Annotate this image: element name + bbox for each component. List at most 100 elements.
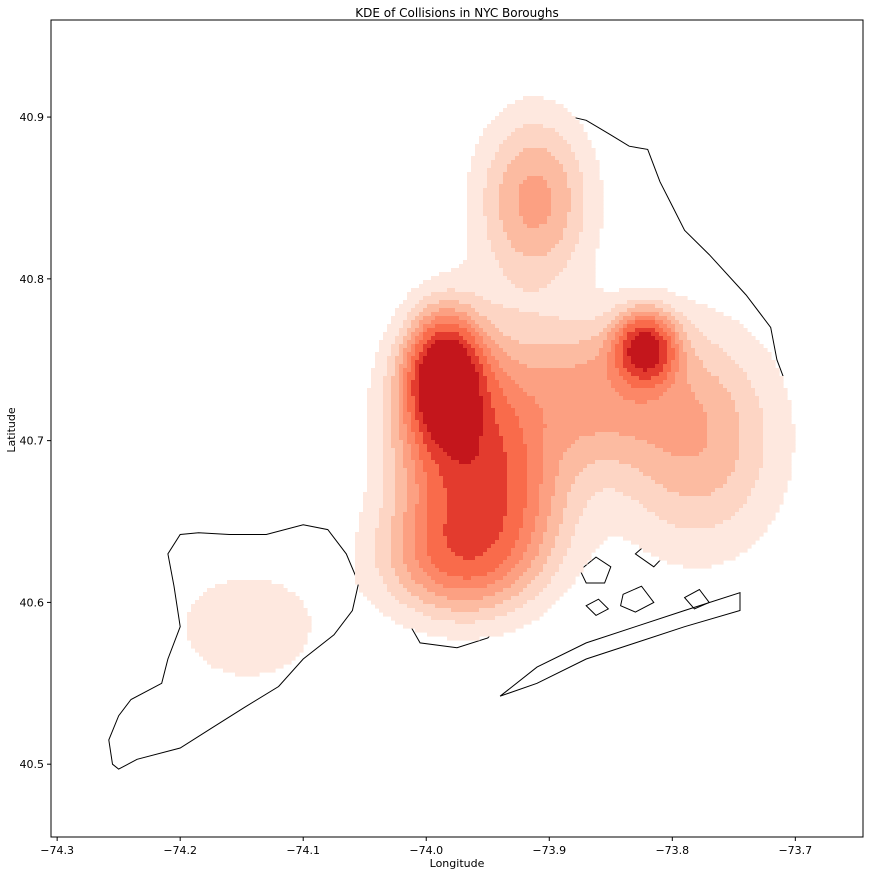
kde-level-0-band [595, 492, 624, 497]
kde-level-4-band [403, 372, 408, 377]
kde-level-0-band [651, 552, 740, 557]
kde-level-6-band [463, 556, 476, 561]
kde-level-5-band [503, 448, 528, 453]
kde-level-0-band [467, 200, 484, 205]
kde-level-5-band [655, 328, 664, 333]
x-tick-label: −74.3 [40, 844, 74, 857]
kde-level-1-band [527, 584, 548, 589]
kde-level-0-band [567, 264, 596, 269]
kde-level-2-band [471, 316, 488, 321]
kde-level-4-band [611, 344, 616, 349]
kde-level-1-band [383, 432, 392, 437]
kde-level-6-band [419, 428, 428, 433]
kde-level-0-band [583, 204, 604, 209]
kde-level-0-band [583, 512, 656, 517]
kde-level-1-band [519, 340, 580, 345]
kde-level-0-band [367, 484, 384, 489]
kde-level-5-band [507, 452, 528, 457]
kde-level-0-band [519, 308, 612, 313]
kde-level-0-band [367, 448, 384, 453]
kde-level-3-band [407, 476, 416, 481]
kde-level-6-band [427, 448, 444, 453]
kde-level-2-band [511, 244, 556, 249]
kde-level-3-band [403, 352, 408, 357]
kde-level-1-band [475, 308, 520, 313]
kde-level-1-band [383, 576, 400, 581]
kde-level-2-band [535, 556, 548, 561]
kde-level-2-band [411, 324, 420, 329]
kde-level-7-band [431, 436, 480, 441]
kde-level-1-band [547, 560, 564, 565]
kde-level-3-band [407, 468, 416, 473]
kde-level-0-band [555, 128, 584, 133]
kde-level-6-band [479, 440, 504, 445]
kde-level-2-band [551, 496, 568, 501]
kde-level-0-band [503, 304, 616, 309]
kde-level-0-band [527, 600, 556, 605]
kde-level-5-band [411, 416, 416, 421]
kde-level-0-band [359, 588, 388, 593]
kde-level-1-band [571, 204, 584, 209]
kde-level-2-band [395, 472, 408, 477]
kde-level-1-band [395, 340, 404, 345]
kde-level-2-band [519, 360, 588, 365]
kde-level-2-band [503, 348, 600, 353]
kde-level-5-band [495, 540, 516, 545]
kde-level-0-band [555, 572, 580, 577]
kde-level-3-band [411, 576, 432, 581]
kde-level-5-band [507, 492, 528, 497]
kde-level-7-band [635, 336, 656, 341]
kde-level-0-band [755, 480, 788, 485]
kde-level-4-band [403, 388, 408, 393]
kde-level-1-band [503, 332, 600, 337]
kde-level-6-band [655, 336, 664, 341]
kde-level-0-band [367, 464, 384, 469]
kde-level-1-band [511, 336, 592, 341]
kde-level-1-band [383, 448, 396, 453]
kde-level-4-band [607, 364, 616, 369]
kde-level-6-band [475, 364, 484, 369]
kde-level-4-band [471, 576, 504, 581]
kde-level-0-band [467, 180, 488, 185]
kde-level-4-band [411, 344, 416, 349]
kde-level-2-band [391, 384, 400, 389]
kde-level-3-band [611, 328, 620, 333]
kde-level-4-band [435, 580, 496, 585]
kde-level-7-band [643, 368, 648, 373]
kde-level-3-band [407, 496, 420, 501]
kde-level-6-band [447, 488, 508, 493]
kde-level-6-band [455, 552, 484, 557]
kde-level-1-band [375, 552, 392, 557]
kde-level-5-band [619, 336, 628, 341]
kde-level-3-band [531, 536, 544, 541]
kde-level-3-band [675, 372, 688, 377]
kde-level-0-band [471, 168, 488, 173]
kde-level-0-band [763, 440, 796, 445]
kde-level-5-band [663, 336, 672, 341]
kde-level-2-band [495, 340, 520, 345]
kde-level-1-band [375, 536, 392, 541]
kde-level-5-band [447, 572, 488, 577]
kde-level-2-band [391, 444, 404, 449]
kde-level-5-band [407, 384, 412, 389]
kde-level-4-band [407, 352, 416, 357]
kde-level-1-band [383, 456, 396, 461]
kde-level-1-band [739, 432, 764, 437]
kde-level-0-band [207, 660, 292, 665]
kde-level-1-band [563, 516, 580, 521]
kde-level-0-band [587, 504, 644, 509]
kde-level-3-band [543, 420, 708, 425]
kde-level-1-band [567, 224, 584, 229]
kde-level-2-band [503, 180, 524, 185]
kde-level-4-band [419, 484, 428, 489]
kde-level-0-band [667, 560, 724, 565]
kde-level-1-band [547, 556, 564, 561]
kde-level-4-band [515, 544, 528, 549]
kde-level-0-band [763, 428, 796, 433]
kde-level-1-band [739, 456, 764, 461]
kde-level-3-band [423, 584, 444, 589]
kde-level-7-band [439, 444, 480, 449]
kde-level-0-band [567, 548, 596, 553]
kde-level-4-band [507, 396, 536, 401]
kde-level-0-band [735, 360, 776, 365]
